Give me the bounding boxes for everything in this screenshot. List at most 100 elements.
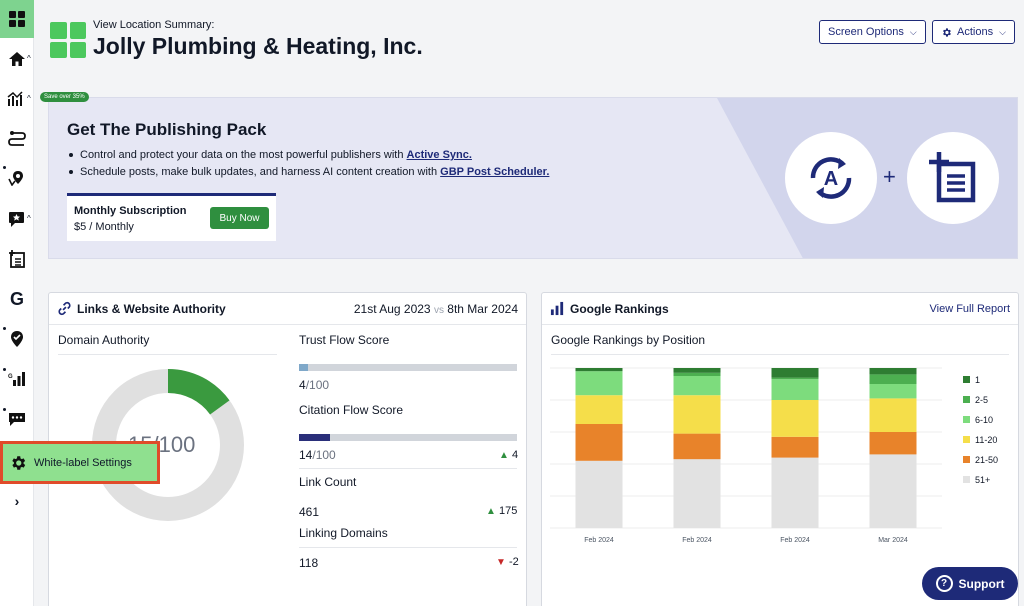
x-tick-label: Feb 2024 (584, 537, 614, 544)
bar-segment-21-50[interactable] (869, 432, 917, 455)
white-label-settings-label: White-label Settings (34, 456, 132, 469)
publishing-pack-banner: Get The Publishing Pack Control and prot… (48, 97, 1018, 259)
trust-flow-value: 4 (299, 378, 306, 392)
page-subtitle: View Location Summary: (93, 19, 215, 31)
bar-segment-6-10[interactable] (673, 376, 721, 396)
legend-swatch (963, 476, 970, 483)
chevron-up-icon[interactable]: ^ (27, 94, 31, 103)
routes-icon[interactable] (6, 127, 28, 149)
chevron-up-icon[interactable]: ^ (27, 54, 31, 63)
bar-segment-1[interactable] (575, 368, 623, 372)
legend-label: 51+ (975, 475, 990, 485)
bar-segment-21-50[interactable] (673, 433, 721, 460)
bar-segment-2-5[interactable] (869, 374, 917, 384)
bar-segment-6-10[interactable] (869, 384, 917, 399)
promo-bullets: Control and protect your data on the mos… (67, 149, 549, 183)
date-to: 8th Mar 2024 (447, 302, 518, 316)
app-logo (50, 22, 86, 58)
divider (551, 354, 1009, 355)
bar-segment-1[interactable] (673, 368, 721, 373)
bar-segment-21-50[interactable] (771, 436, 819, 458)
citation-flow-delta: ▲ 4 (499, 449, 518, 461)
bar-segment-2-5[interactable] (771, 377, 819, 380)
bar-segment-2-5[interactable] (673, 372, 721, 376)
svg-text:A: A (824, 168, 838, 190)
page-title: Jolly Plumbing & Heating, Inc. (93, 33, 423, 59)
trust-flow-score: 4/100 (299, 378, 329, 392)
chevron-up-icon[interactable]: ^ (27, 214, 31, 223)
view-full-report-link[interactable]: View Full Report (929, 303, 1011, 315)
posts-icon[interactable] (6, 248, 28, 270)
rankings-icon[interactable]: G (6, 368, 28, 390)
bar-segment-21-50[interactable] (575, 424, 623, 461)
subscription-card: Monthly Subscription $5 / Monthly Buy No… (67, 193, 276, 241)
bar-chart-icon (550, 301, 564, 316)
trust-flow-label: Trust Flow Score (299, 333, 390, 347)
bar-segment-11-20[interactable] (575, 395, 623, 424)
arrow-up-icon: ▲ (486, 506, 496, 517)
divider (58, 354, 277, 355)
bar-segment-11-20[interactable] (869, 398, 917, 432)
linking-domains-delta: ▼ -2 (496, 556, 519, 568)
svg-text:G: G (8, 374, 13, 380)
legend-swatch (963, 456, 970, 463)
bar-segment-1[interactable] (771, 368, 819, 378)
actions-label: Actions (957, 26, 994, 38)
support-button[interactable]: ? Support (922, 567, 1018, 600)
dashboard-icon (9, 11, 25, 27)
analytics-icon[interactable] (6, 88, 28, 110)
screen-options-label: Screen Options (828, 26, 904, 38)
bar-segment-6-10[interactable] (771, 379, 819, 400)
plan-price: $5 / Monthly (74, 221, 134, 233)
trust-flow-bar (299, 364, 517, 371)
card-header: Links & Website Authority 21st Aug 2023 … (49, 293, 526, 325)
card-title: Links & Website Authority (77, 301, 226, 316)
plus-sign: + (883, 164, 896, 189)
bar-segment-51+[interactable] (673, 459, 721, 528)
linking-domains-delta-value: -2 (508, 556, 519, 568)
vs-label: vs (433, 305, 444, 316)
reviews-icon[interactable] (6, 208, 28, 230)
gbp-icon[interactable] (6, 328, 28, 350)
home-icon[interactable] (6, 48, 28, 70)
bar-segment-1[interactable] (869, 368, 917, 375)
bar-segment-11-20[interactable] (771, 400, 819, 437)
link-icon (58, 301, 71, 316)
promo-title: Get The Publishing Pack (67, 120, 267, 139)
legend-label: 21-50 (975, 455, 998, 465)
gbp-post-scheduler-link[interactable]: GBP Post Scheduler. (440, 166, 550, 178)
promo-bullet-text: Schedule posts, make bulk updates, and h… (80, 166, 441, 178)
citation-flow-label: Citation Flow Score (299, 403, 404, 417)
card-title: Google Rankings (570, 301, 669, 316)
dot-indicator (3, 368, 6, 371)
messages-icon[interactable] (6, 408, 28, 430)
promo-bullet-text: Control and protect your data on the mos… (80, 149, 407, 161)
actions-button[interactable]: Actions ⌵ (932, 20, 1015, 44)
legend-label: 1 (975, 375, 980, 385)
google-icon[interactable]: G (9, 288, 24, 309)
bar-segment-51+[interactable] (771, 457, 819, 528)
trust-flow-max: /100 (305, 378, 330, 392)
bar-segment-11-20[interactable] (673, 395, 721, 434)
locations-icon[interactable] (6, 167, 28, 189)
plan-name: Monthly Subscription (74, 205, 187, 217)
screen-options-button[interactable]: Screen Options ⌵ (819, 20, 926, 44)
white-label-settings-menu-item[interactable]: White-label Settings (0, 441, 160, 484)
active-sync-link[interactable]: Active Sync. (406, 149, 472, 161)
bar-segment-51+[interactable] (575, 460, 623, 528)
sidebar: ^ ^ ^ G G › (0, 0, 34, 606)
expand-icon[interactable]: › (14, 493, 20, 509)
bar-segment-6-10[interactable] (575, 371, 623, 396)
citation-flow-delta-value: 4 (511, 449, 519, 461)
citation-flow-bar (299, 434, 517, 441)
bar-segment-51+[interactable] (869, 454, 917, 528)
link-count-label: Link Count (299, 475, 357, 489)
buy-now-button[interactable]: Buy Now (210, 207, 269, 229)
dot-indicator (3, 166, 6, 169)
post-scheduler-icon (907, 132, 999, 224)
linking-domains-label: Linking Domains (299, 526, 388, 540)
date-from: 21st Aug 2023 (353, 302, 431, 316)
x-tick-label: Mar 2024 (878, 537, 908, 544)
sidebar-item-dashboard[interactable] (0, 0, 34, 38)
arrow-down-icon: ▼ (496, 557, 506, 568)
